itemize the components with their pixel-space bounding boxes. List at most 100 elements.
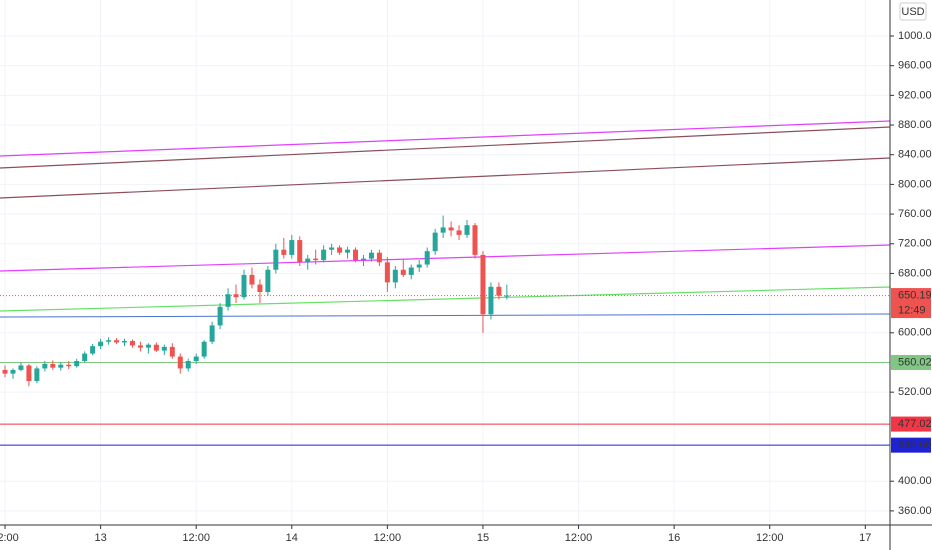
candle-body	[360, 258, 366, 261]
price-tag	[891, 288, 931, 319]
price-tag-label: 650.19	[898, 289, 932, 301]
price-tag-label: 560.02	[898, 356, 932, 368]
candle-body	[233, 294, 239, 298]
trend-line	[0, 286, 891, 312]
y-tick-label: 760.00	[898, 208, 932, 220]
x-tick-label: 16	[668, 532, 680, 544]
candle-body	[448, 227, 454, 231]
trend-line	[0, 313, 891, 318]
candle-body	[193, 356, 199, 362]
candle-body	[337, 247, 343, 253]
candle-body	[10, 369, 16, 374]
candle-body	[145, 344, 151, 348]
currency[interactable]: USD	[901, 6, 924, 18]
candle-body	[313, 258, 319, 261]
candle-body	[456, 230, 462, 235]
price-lines	[0, 295, 890, 446]
candle-body	[153, 344, 159, 351]
candle-body	[432, 232, 438, 252]
y-tick-label: 800.00	[898, 178, 932, 190]
candle-body	[106, 340, 112, 342]
y-tick-label: 880.00	[898, 119, 932, 131]
price-tag-label: 448.60	[898, 439, 932, 451]
candle-body	[2, 369, 8, 374]
trend-line	[0, 126, 891, 169]
y-tick-label: 600.00	[898, 327, 932, 339]
candle-body	[34, 368, 40, 382]
x-tick-label: 13	[94, 532, 106, 544]
candle-body	[424, 251, 430, 265]
candle-body	[416, 264, 422, 268]
candles	[2, 215, 510, 387]
price-tag-label: 477.02	[898, 418, 932, 430]
candle-body	[58, 364, 64, 368]
price-tag	[891, 437, 931, 453]
candle-body	[161, 346, 167, 351]
candle-body	[129, 340, 135, 346]
candle-body	[98, 341, 104, 347]
y-tick-label: 960.00	[898, 60, 932, 72]
candle-body	[297, 240, 303, 263]
candle-body	[241, 274, 247, 298]
candle-body	[321, 249, 327, 261]
x-tick-label: 12:00	[182, 532, 210, 544]
x-tick-label: 12:00	[756, 532, 784, 544]
candle-body	[305, 258, 311, 263]
candle-body	[345, 249, 351, 253]
candle-body	[18, 365, 24, 370]
y-tick-label: 360.00	[898, 505, 932, 517]
candle-body	[281, 249, 287, 255]
candle-body	[82, 353, 88, 362]
candle-body	[376, 252, 382, 263]
candle-body	[384, 262, 390, 283]
x-tick-label: 17	[859, 532, 871, 544]
candle-body	[169, 346, 175, 357]
candle-body	[74, 361, 80, 367]
x-tick-label: 12:00	[374, 532, 402, 544]
candle-body	[185, 361, 191, 369]
trend-line	[0, 244, 891, 272]
trend-line	[0, 157, 891, 199]
x-tick-label: 12:00	[565, 532, 593, 544]
candle-body	[66, 364, 72, 367]
axes: 1000.00 960.00 920.00 880.00 840.00 800.00 760…	[0, 30, 932, 544]
candle-body	[504, 295, 510, 297]
candle-body	[329, 247, 335, 250]
candle-body	[201, 341, 207, 357]
candle-body	[257, 284, 263, 292]
drawings	[0, 120, 891, 318]
candle-body	[353, 249, 359, 261]
currency-box[interactable]	[899, 2, 927, 21]
countdown: 12:49	[898, 304, 926, 316]
candle-body	[400, 269, 406, 275]
candle-body	[90, 346, 96, 354]
candle-body	[392, 269, 398, 283]
price-tag	[891, 416, 931, 432]
x-tick-label: 14	[286, 532, 298, 544]
candle-body	[289, 240, 295, 255]
candle-body	[122, 340, 128, 343]
y-tick-label: 720.00	[898, 238, 932, 250]
candle-body	[440, 227, 446, 233]
candle-body	[273, 249, 279, 270]
y-tick-label: 520.00	[898, 386, 932, 398]
price-tag	[891, 354, 931, 370]
candle-body	[265, 269, 271, 292]
candle-body	[137, 345, 143, 348]
candle-body	[472, 225, 478, 255]
candle-body	[488, 286, 494, 315]
candle-body	[209, 325, 215, 342]
x-tick-label: 12:00	[0, 532, 19, 544]
candle-body	[114, 340, 120, 343]
candle-body	[50, 363, 56, 368]
candle-body	[26, 365, 32, 382]
y-tick-label: 680.00	[898, 267, 932, 279]
trend-line	[0, 120, 891, 157]
y-tick-label: 400.00	[898, 475, 932, 487]
candle-body	[177, 356, 183, 369]
candle-body	[217, 306, 223, 326]
y-tick-label: 840.00	[898, 149, 932, 161]
candle-body	[480, 254, 486, 315]
